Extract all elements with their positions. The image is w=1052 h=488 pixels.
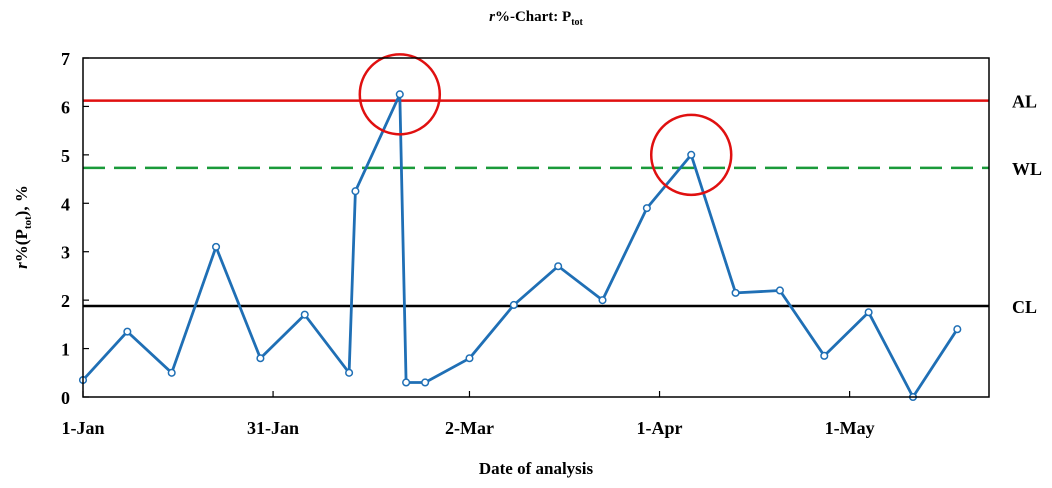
data-point: [864, 308, 873, 317]
data-point: [598, 296, 607, 305]
highlight-circle: [649, 113, 733, 197]
reference-label-cl: CL: [1012, 297, 1037, 317]
data-point: [211, 242, 221, 251]
x-tick-label: 1-May: [825, 418, 875, 438]
x-tick-label: 31-Jan: [247, 418, 299, 438]
plot-frame: [82, 57, 990, 398]
reference-label-wl: WL: [1012, 159, 1042, 179]
x-tick-label: 1-Apr: [637, 418, 683, 438]
y-axis-label: r%(Ptot), %: [12, 185, 34, 269]
data-point: [953, 325, 962, 334]
highlight-circle: [358, 53, 442, 136]
data-point: [256, 354, 265, 363]
data-point: [687, 150, 696, 159]
data-point: [351, 187, 360, 196]
data-point: [395, 90, 404, 99]
y-tick-label: 0: [61, 388, 70, 408]
data-point: [642, 204, 651, 213]
y-tick-label: 2: [61, 291, 70, 311]
x-axis-label: Date of analysis: [479, 459, 594, 478]
data-point: [345, 368, 354, 377]
data-point: [300, 310, 309, 319]
y-tick-label: 5: [61, 146, 70, 166]
data-point: [465, 354, 474, 363]
y-tick-label: 7: [61, 49, 70, 69]
y-tick-label: 6: [61, 97, 70, 117]
reference-label-al: AL: [1012, 92, 1037, 112]
data-point: [421, 378, 430, 387]
x-tick-label: 2-Mar: [445, 418, 494, 438]
data-point: [820, 351, 829, 360]
y-tick-label: 3: [61, 243, 70, 263]
data-point: [509, 300, 518, 310]
data-point: [123, 327, 132, 336]
data-point: [167, 368, 176, 377]
x-tick-label: 1-Jan: [61, 418, 104, 438]
y-tick-label: 4: [61, 194, 70, 214]
chart-title: r%-Chart: Ptot: [489, 9, 583, 28]
data-point: [731, 288, 740, 297]
data-point: [554, 262, 563, 271]
y-tick-label: 1: [61, 340, 70, 360]
data-point: [402, 378, 411, 387]
data-point: [775, 286, 784, 295]
